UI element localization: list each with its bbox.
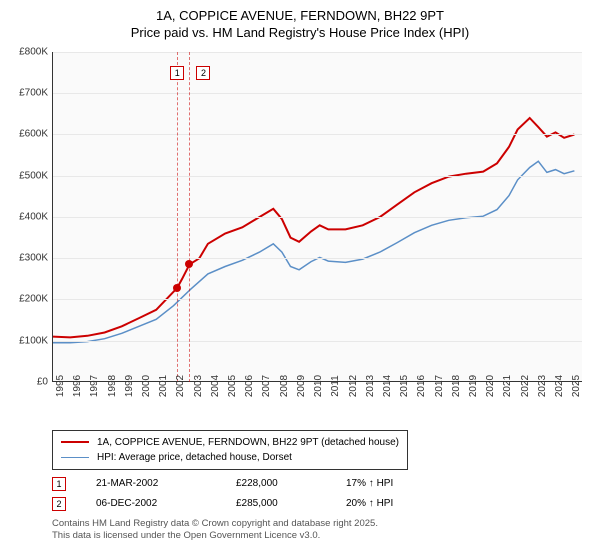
x-tick-label: 2014 xyxy=(382,375,393,397)
y-tick-label: £200K xyxy=(10,294,48,305)
x-tick-label: 2007 xyxy=(261,375,272,397)
sale-marker-dot xyxy=(185,260,193,268)
y-tick-label: £500K xyxy=(10,170,48,181)
footer-line2: This data is licensed under the Open Gov… xyxy=(52,530,320,541)
series-hpi xyxy=(53,161,574,342)
sale-row-marker: 2 xyxy=(52,497,66,511)
x-tick-label: 2015 xyxy=(399,375,410,397)
chart-area: 12 £0 £100K £200K £300K £400K £500K £600K £700K… xyxy=(12,48,588,428)
x-tick-label: 2023 xyxy=(537,375,548,397)
x-tick-label: 1999 xyxy=(124,375,135,397)
legend-box: 1A, COPPICE AVENUE, FERNDOWN, BH22 9PT (… xyxy=(52,430,408,470)
x-tick-label: 2017 xyxy=(434,375,445,397)
footer-line1: Contains HM Land Registry data © Crown c… xyxy=(52,518,378,529)
sale-delta: 20% ↑ HPI xyxy=(346,498,393,509)
y-tick-label: £400K xyxy=(10,211,48,222)
legend-swatch xyxy=(61,457,89,458)
gridline-h xyxy=(53,258,582,259)
x-tick-label: 2002 xyxy=(175,375,186,397)
x-tick-label: 2004 xyxy=(210,375,221,397)
title-line1: 1A, COPPICE AVENUE, FERNDOWN, BH22 9PT xyxy=(156,8,444,23)
x-tick-label: 2003 xyxy=(193,375,204,397)
x-tick-label: 2022 xyxy=(520,375,531,397)
x-tick-label: 2000 xyxy=(141,375,152,397)
legend-swatch xyxy=(61,441,89,443)
x-tick-label: 2024 xyxy=(554,375,565,397)
x-tick-label: 2021 xyxy=(502,375,513,397)
sale-price: £285,000 xyxy=(236,498,316,509)
x-tick-label: 1998 xyxy=(107,375,118,397)
sale-vline xyxy=(189,52,190,382)
gridline-h xyxy=(53,52,582,53)
gridline-h xyxy=(53,299,582,300)
title-line2: Price paid vs. HM Land Registry's House … xyxy=(131,25,469,40)
y-tick-label: £800K xyxy=(10,46,48,57)
x-tick-label: 2012 xyxy=(348,375,359,397)
sale-marker-dot xyxy=(173,284,181,292)
sale-delta: 17% ↑ HPI xyxy=(346,478,393,489)
x-tick-label: 2013 xyxy=(365,375,376,397)
x-tick-label: 1997 xyxy=(89,375,100,397)
gridline-h xyxy=(53,176,582,177)
sale-date: 21-MAR-2002 xyxy=(96,478,206,489)
y-tick-label: £0 xyxy=(10,376,48,387)
series-price_paid xyxy=(53,118,574,337)
gridline-h xyxy=(53,134,582,135)
x-tick-label: 2010 xyxy=(313,375,324,397)
sale-vline xyxy=(177,52,178,382)
x-tick-label: 2008 xyxy=(279,375,290,397)
sale-date: 06-DEC-2002 xyxy=(96,498,206,509)
x-tick-label: 2025 xyxy=(571,375,582,397)
legend-label: HPI: Average price, detached house, Dors… xyxy=(97,450,292,465)
legend-row: HPI: Average price, detached house, Dors… xyxy=(61,450,399,465)
sale-row-marker: 1 xyxy=(52,477,66,491)
x-tick-label: 1996 xyxy=(72,375,83,397)
y-tick-label: £100K xyxy=(10,335,48,346)
gridline-h xyxy=(53,93,582,94)
chart-title: 1A, COPPICE AVENUE, FERNDOWN, BH22 9PT P… xyxy=(12,8,588,42)
sale-row: 1 21-MAR-2002 £228,000 17% ↑ HPI xyxy=(52,474,588,494)
y-tick-label: £600K xyxy=(10,129,48,140)
x-tick-label: 2005 xyxy=(227,375,238,397)
x-tick-label: 2006 xyxy=(244,375,255,397)
plot-region: 12 xyxy=(52,52,582,382)
sale-row: 2 06-DEC-2002 £285,000 20% ↑ HPI xyxy=(52,494,588,514)
x-tick-label: 2019 xyxy=(468,375,479,397)
y-tick-label: £300K xyxy=(10,253,48,264)
y-tick-label: £700K xyxy=(10,88,48,99)
footer-attribution: Contains HM Land Registry data © Crown c… xyxy=(52,518,588,543)
x-tick-label: 2011 xyxy=(330,375,341,397)
legend-label: 1A, COPPICE AVENUE, FERNDOWN, BH22 9PT (… xyxy=(97,435,399,450)
sale-marker-flag: 1 xyxy=(170,66,184,80)
x-tick-label: 2020 xyxy=(485,375,496,397)
x-tick-label: 1995 xyxy=(55,375,66,397)
sale-price: £228,000 xyxy=(236,478,316,489)
x-tick-label: 2001 xyxy=(158,375,169,397)
sales-table: 1 21-MAR-2002 £228,000 17% ↑ HPI 2 06-DEC-200… xyxy=(12,474,588,514)
x-tick-label: 2016 xyxy=(416,375,427,397)
gridline-h xyxy=(53,217,582,218)
sale-marker-flag: 2 xyxy=(196,66,210,80)
x-tick-label: 2009 xyxy=(296,375,307,397)
legend-row: 1A, COPPICE AVENUE, FERNDOWN, BH22 9PT (… xyxy=(61,435,399,450)
gridline-h xyxy=(53,341,582,342)
x-tick-label: 2018 xyxy=(451,375,462,397)
